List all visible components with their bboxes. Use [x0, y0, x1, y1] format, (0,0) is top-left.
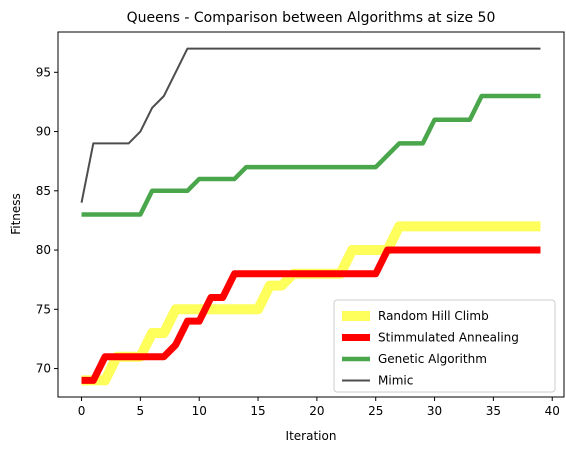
x-tick-label: 40: [545, 404, 560, 418]
x-tick-label: 10: [192, 404, 207, 418]
legend: Random Hill Climb Stimmulated Annealing Ge…: [333, 299, 556, 393]
x-tick-label: 5: [137, 404, 145, 418]
series-line-3: [80, 47, 541, 203]
x-axis-label: Iteration: [286, 429, 337, 443]
y-axis-ticks: 70 75 80 85 90 95: [36, 65, 58, 376]
legend-label-0: Random Hill Climb: [378, 309, 489, 323]
y-tick-label: 90: [36, 125, 51, 139]
x-tick-label: 0: [78, 404, 86, 418]
y-axis-label: Fitness: [9, 193, 23, 235]
x-tick-label: 15: [250, 404, 265, 418]
plot-frame: [57, 31, 565, 398]
y-tick-label: 75: [36, 302, 51, 316]
x-tick-label: 30: [427, 404, 442, 418]
y-tick-label: 70: [36, 362, 51, 376]
x-tick-label: 20: [309, 404, 324, 418]
legend-label-1: Stimmulated Annealing: [378, 331, 519, 345]
series-layer: [80, 47, 541, 386]
x-tick-label: 25: [368, 404, 383, 418]
series-line-1: [81, 246, 541, 384]
chart-title: Queens - Comparison between Algorithms a…: [127, 10, 496, 26]
legend-label-2: Genetic Algorithm: [378, 352, 487, 366]
x-tick-label: 35: [486, 404, 501, 418]
legend-box: [333, 299, 556, 393]
y-tick-label: 85: [36, 184, 51, 198]
y-tick-label: 80: [36, 243, 51, 257]
series-line-2: [81, 93, 541, 217]
x-axis-ticks: 0 5 10 15 20 25 30 35 40: [78, 397, 560, 418]
y-tick-label: 95: [36, 65, 51, 79]
legend-label-3: Mimic: [378, 374, 413, 388]
